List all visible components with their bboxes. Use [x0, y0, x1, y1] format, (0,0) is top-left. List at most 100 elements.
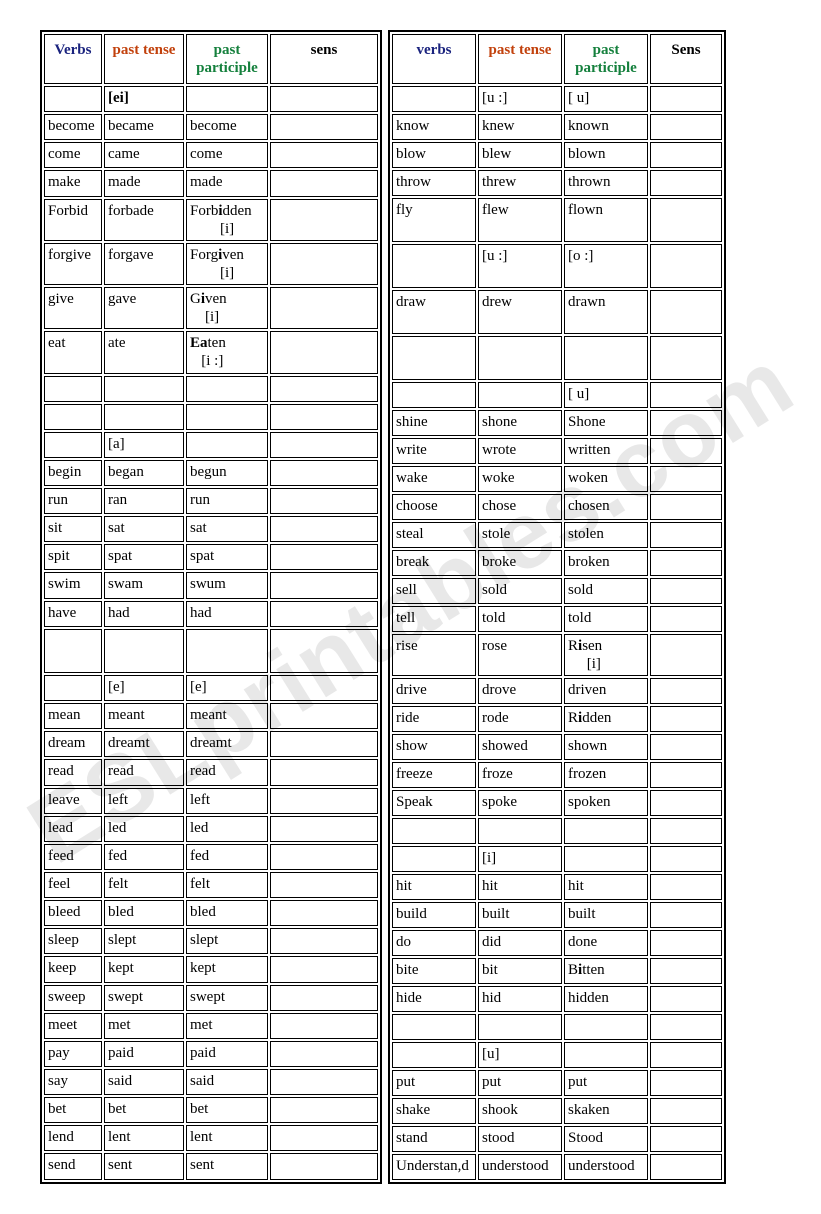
cell: dreamt: [104, 731, 184, 757]
cell: [650, 466, 722, 492]
cell: [186, 432, 268, 458]
table-row: choosechosechosen: [392, 494, 722, 520]
table-row: knowknewknown: [392, 114, 722, 140]
cell: spat: [104, 544, 184, 570]
table-row: hidehidhidden: [392, 986, 722, 1012]
cell: read: [44, 759, 102, 785]
table-row: [44, 404, 378, 430]
cell: pay: [44, 1041, 102, 1067]
cell: sleep: [44, 928, 102, 954]
table-row: standstoodStood: [392, 1126, 722, 1152]
cell: rose: [478, 634, 562, 676]
cell: throw: [392, 170, 476, 196]
table-row: spitspatspat: [44, 544, 378, 570]
cell: hit: [478, 874, 562, 900]
cell: [44, 432, 102, 458]
cell: [i]: [478, 846, 562, 872]
cell: freeze: [392, 762, 476, 788]
cell: Given [i]: [186, 287, 268, 329]
cell: Understan,d: [392, 1154, 476, 1180]
cell: led: [104, 816, 184, 842]
cell: steal: [392, 522, 476, 548]
cell: chose: [478, 494, 562, 520]
table-row: betbetbet: [44, 1097, 378, 1123]
cell: meant: [186, 703, 268, 729]
cell: [270, 629, 378, 673]
cell: known: [564, 114, 648, 140]
table-row: Understan,dunderstoodunderstood: [392, 1154, 722, 1180]
cell: [650, 1042, 722, 1068]
cell: Speak: [392, 790, 476, 816]
table-row: leadledled: [44, 816, 378, 842]
cell: built: [564, 902, 648, 928]
cell: [564, 1014, 648, 1040]
cell: broken: [564, 550, 648, 576]
cell: sat: [104, 516, 184, 542]
cell: skaken: [564, 1098, 648, 1124]
cell: felt: [104, 872, 184, 898]
cell: written: [564, 438, 648, 464]
cell: slept: [104, 928, 184, 954]
cell: [270, 703, 378, 729]
cell: spoke: [478, 790, 562, 816]
col-past: past tense: [478, 34, 562, 84]
cell: done: [564, 930, 648, 956]
cell: bit: [478, 958, 562, 984]
cell: [270, 432, 378, 458]
cell: [ u]: [564, 86, 648, 112]
table-row: sendsentsent: [44, 1153, 378, 1180]
cell: [650, 706, 722, 732]
cell: [270, 985, 378, 1011]
cell: [650, 578, 722, 604]
cell: [270, 788, 378, 814]
cell: sit: [44, 516, 102, 542]
cell: [392, 244, 476, 288]
table-row: sitsatsat: [44, 516, 378, 542]
cell: bet: [44, 1097, 102, 1123]
cell: told: [478, 606, 562, 632]
cell: lent: [186, 1125, 268, 1151]
table-row: [44, 376, 378, 402]
cell: [270, 404, 378, 430]
cell: gave: [104, 287, 184, 329]
cell: blown: [564, 142, 648, 168]
cell: driven: [564, 678, 648, 704]
table-row: Speakspokespoken: [392, 790, 722, 816]
cell: paid: [186, 1041, 268, 1067]
cell: [186, 404, 268, 430]
cell: leave: [44, 788, 102, 814]
table-row: havehadhad: [44, 601, 378, 627]
cell: paid: [104, 1041, 184, 1067]
cell: [650, 244, 722, 288]
cell: broke: [478, 550, 562, 576]
table-row: writewrotewritten: [392, 438, 722, 464]
cell: [44, 675, 102, 701]
cell: [104, 376, 184, 402]
table-row: telltoldtold: [392, 606, 722, 632]
table-header-row: verbs past tense past participle Sens: [392, 34, 722, 84]
cell: [ u]: [564, 382, 648, 408]
cell: thrown: [564, 170, 648, 196]
cell: dream: [44, 731, 102, 757]
cell: lend: [44, 1125, 102, 1151]
table-row: swimswamswum: [44, 572, 378, 598]
cell: [44, 86, 102, 112]
cell: [u :]: [478, 86, 562, 112]
cell: [650, 410, 722, 436]
col-verbs: verbs: [392, 34, 476, 84]
cell: woke: [478, 466, 562, 492]
cell: [564, 1042, 648, 1068]
table-row: flyflewflown: [392, 198, 722, 242]
table-row: buildbuiltbuilt: [392, 902, 722, 928]
table-row: beginbeganbegun: [44, 460, 378, 486]
cell: [44, 376, 102, 402]
cell: [392, 382, 476, 408]
cell: rise: [392, 634, 476, 676]
cell: have: [44, 601, 102, 627]
cell: [650, 438, 722, 464]
cell: knew: [478, 114, 562, 140]
cell: bet: [104, 1097, 184, 1123]
cell: left: [104, 788, 184, 814]
cell: [186, 86, 268, 112]
table-row: bitebitBitten: [392, 958, 722, 984]
